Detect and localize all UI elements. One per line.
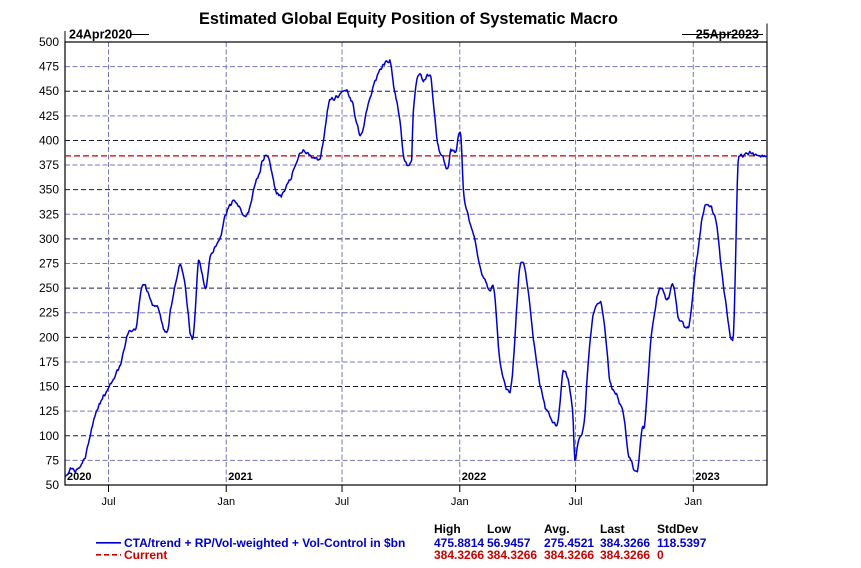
svg-text:Last: Last xyxy=(600,522,625,536)
svg-text:475: 475 xyxy=(39,60,59,74)
svg-text:Jan: Jan xyxy=(451,496,469,508)
svg-text:375: 375 xyxy=(39,158,59,172)
svg-text:200: 200 xyxy=(39,330,59,344)
svg-text:Jul: Jul xyxy=(101,496,115,508)
svg-text:225: 225 xyxy=(39,306,59,320)
svg-text:High: High xyxy=(434,522,461,536)
svg-text:24Apr2020: 24Apr2020 xyxy=(69,28,132,42)
svg-text:275: 275 xyxy=(39,257,59,271)
svg-text:2020: 2020 xyxy=(67,471,91,483)
svg-text:425: 425 xyxy=(39,109,59,123)
svg-text:100: 100 xyxy=(39,429,59,443)
svg-text:2023: 2023 xyxy=(695,471,719,483)
svg-text:Current: Current xyxy=(124,548,167,562)
svg-text:Jul: Jul xyxy=(335,496,349,508)
svg-text:2022: 2022 xyxy=(462,471,486,483)
svg-text:50: 50 xyxy=(46,478,60,492)
svg-text:150: 150 xyxy=(39,380,59,394)
svg-text:175: 175 xyxy=(39,355,59,369)
svg-text:325: 325 xyxy=(39,207,59,221)
svg-text:400: 400 xyxy=(39,133,59,147)
svg-text:500: 500 xyxy=(39,35,59,49)
svg-text:Avg.: Avg. xyxy=(544,522,570,536)
svg-text:Low: Low xyxy=(487,522,512,536)
svg-text:125: 125 xyxy=(39,404,59,418)
svg-text:384.3266: 384.3266 xyxy=(544,548,594,562)
svg-text:StdDev: StdDev xyxy=(657,522,699,536)
svg-text:Jul: Jul xyxy=(569,496,583,508)
svg-text:2021: 2021 xyxy=(228,471,252,483)
svg-text:118.5397: 118.5397 xyxy=(657,536,707,550)
svg-text:450: 450 xyxy=(39,84,59,98)
svg-text:384.3266: 384.3266 xyxy=(434,548,484,562)
svg-text:350: 350 xyxy=(39,183,59,197)
svg-text:Jan: Jan xyxy=(217,496,235,508)
svg-text:250: 250 xyxy=(39,281,59,295)
svg-text:0: 0 xyxy=(657,548,664,562)
svg-text:384.3266: 384.3266 xyxy=(487,548,537,562)
svg-text:75: 75 xyxy=(46,453,60,467)
svg-text:300: 300 xyxy=(39,232,59,246)
svg-text:384.3266: 384.3266 xyxy=(600,548,650,562)
svg-text:Jan: Jan xyxy=(684,496,702,508)
